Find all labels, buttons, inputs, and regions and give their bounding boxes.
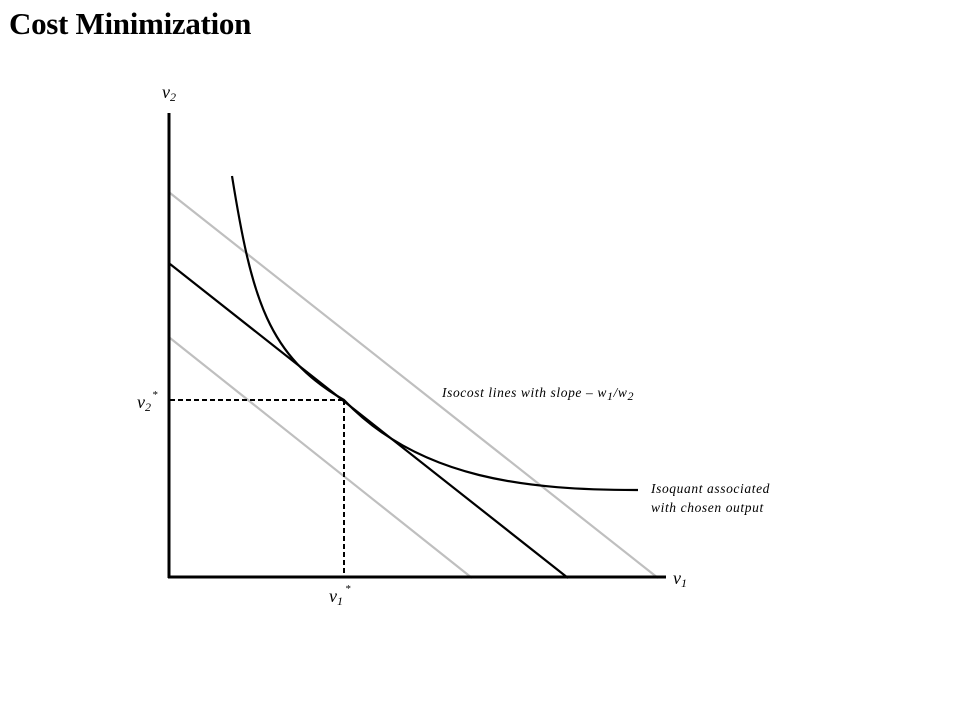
page-title: Cost Minimization bbox=[9, 6, 252, 41]
y-axis-label: v2 bbox=[162, 82, 176, 104]
isoquant-annotation-line1: Isoquant associated bbox=[650, 481, 770, 496]
isocost-line-higher bbox=[169, 192, 659, 579]
x-axis-label: v1 bbox=[673, 568, 687, 590]
v2-star-label: v2* bbox=[137, 389, 158, 414]
isocost-line-lower bbox=[169, 337, 473, 579]
isocost-annotation: Isocost lines with slope – w1/w2 bbox=[441, 385, 634, 403]
isocost-line-optimal bbox=[169, 263, 569, 579]
isoquant-curve bbox=[230, 175, 639, 492]
isoquant-annotation-line2: with chosen output bbox=[651, 500, 764, 515]
v1-star-label: v1* bbox=[329, 583, 351, 608]
